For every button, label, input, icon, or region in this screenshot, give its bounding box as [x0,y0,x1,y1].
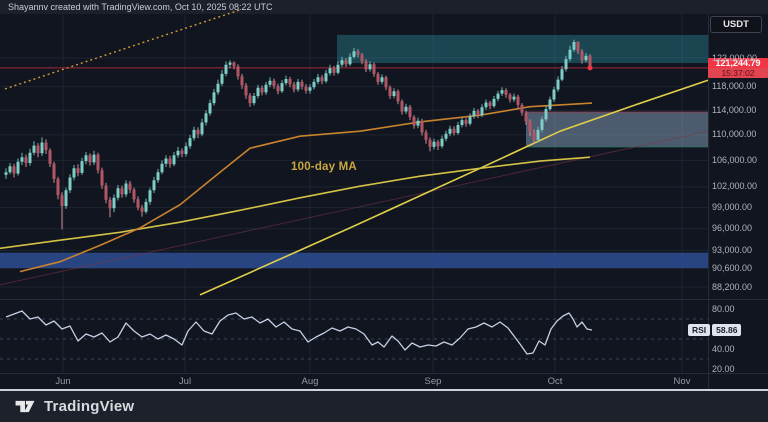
rsi-line [5,310,593,355]
price-tick-label: 88,200.00 [712,281,753,292]
demand_band-zone-rect[interactable] [0,252,708,268]
price-tick-label: 99,000.00 [712,201,753,212]
price-tick-label: 93,000.00 [712,245,753,256]
month-tick-label: Oct [547,376,563,387]
last-price-dot [587,65,593,71]
currency-toggle-button[interactable]: USDT [710,16,762,33]
resistance-zone-rect[interactable] [337,34,708,64]
footer-bar: TradingView [0,391,768,422]
support-trendline[interactable] [199,79,709,296]
support-zone-rect[interactable] [526,112,708,147]
month-tick-label: Aug [301,376,319,387]
price-tick-label: 102,000.00 [712,181,758,192]
ma100-line[interactable] [19,102,593,273]
time-axis[interactable] [0,373,768,389]
footer-divider [0,389,768,391]
up-candle-bodies [4,42,588,212]
price-tick-label: 90,600.00 [712,263,753,274]
price-tick-label: 118,000.00 [712,81,757,92]
last-price-badge: 121,244.79 15:37:02 [708,58,768,78]
last-price-value: 121,244.79 [708,58,768,68]
dotted-trendline[interactable] [4,9,241,90]
down-candle-bodies [12,42,592,212]
price-tick-label: 110,000.00 [712,129,757,140]
faded-trendline[interactable] [0,130,709,286]
price-tick-label: 123,000.00 [712,52,758,63]
rsi-tick-label: 80.00 [712,303,735,314]
up-candle-wicks [5,39,587,214]
month-tick-label: Sep [424,376,442,387]
month-tick-label: Nov [673,376,691,387]
tradingview-brand-text[interactable]: TradingView [44,398,135,415]
attribution-text: Shayannv created with TradingView.com, O… [8,2,273,12]
rsi-tick-label: 20.00 [712,363,735,374]
tradingview-logo-icon[interactable] [13,398,37,415]
ma-annotation-label: 100-day MA [291,161,357,173]
price-tick-label: 96,000.00 [712,223,753,234]
price-tick-label: 114,000.00 [712,104,757,115]
rsi-value-badge: RSI 58.86 [688,324,742,336]
rsi-tick-label: 40.00 [712,343,735,354]
attribution-bar: Shayannv created with TradingView.com, O… [0,0,768,14]
rsi-value-chip: 58.86 [712,324,742,336]
ma200-line[interactable] [0,156,591,250]
bar-countdown: 15:37:02 [708,68,768,78]
rsi-name-chip: RSI [688,324,711,336]
month-tick-label: Jul [178,376,192,387]
month-tick-label: Jun [55,376,71,387]
price-tick-label: 106,000.00 [712,154,758,165]
